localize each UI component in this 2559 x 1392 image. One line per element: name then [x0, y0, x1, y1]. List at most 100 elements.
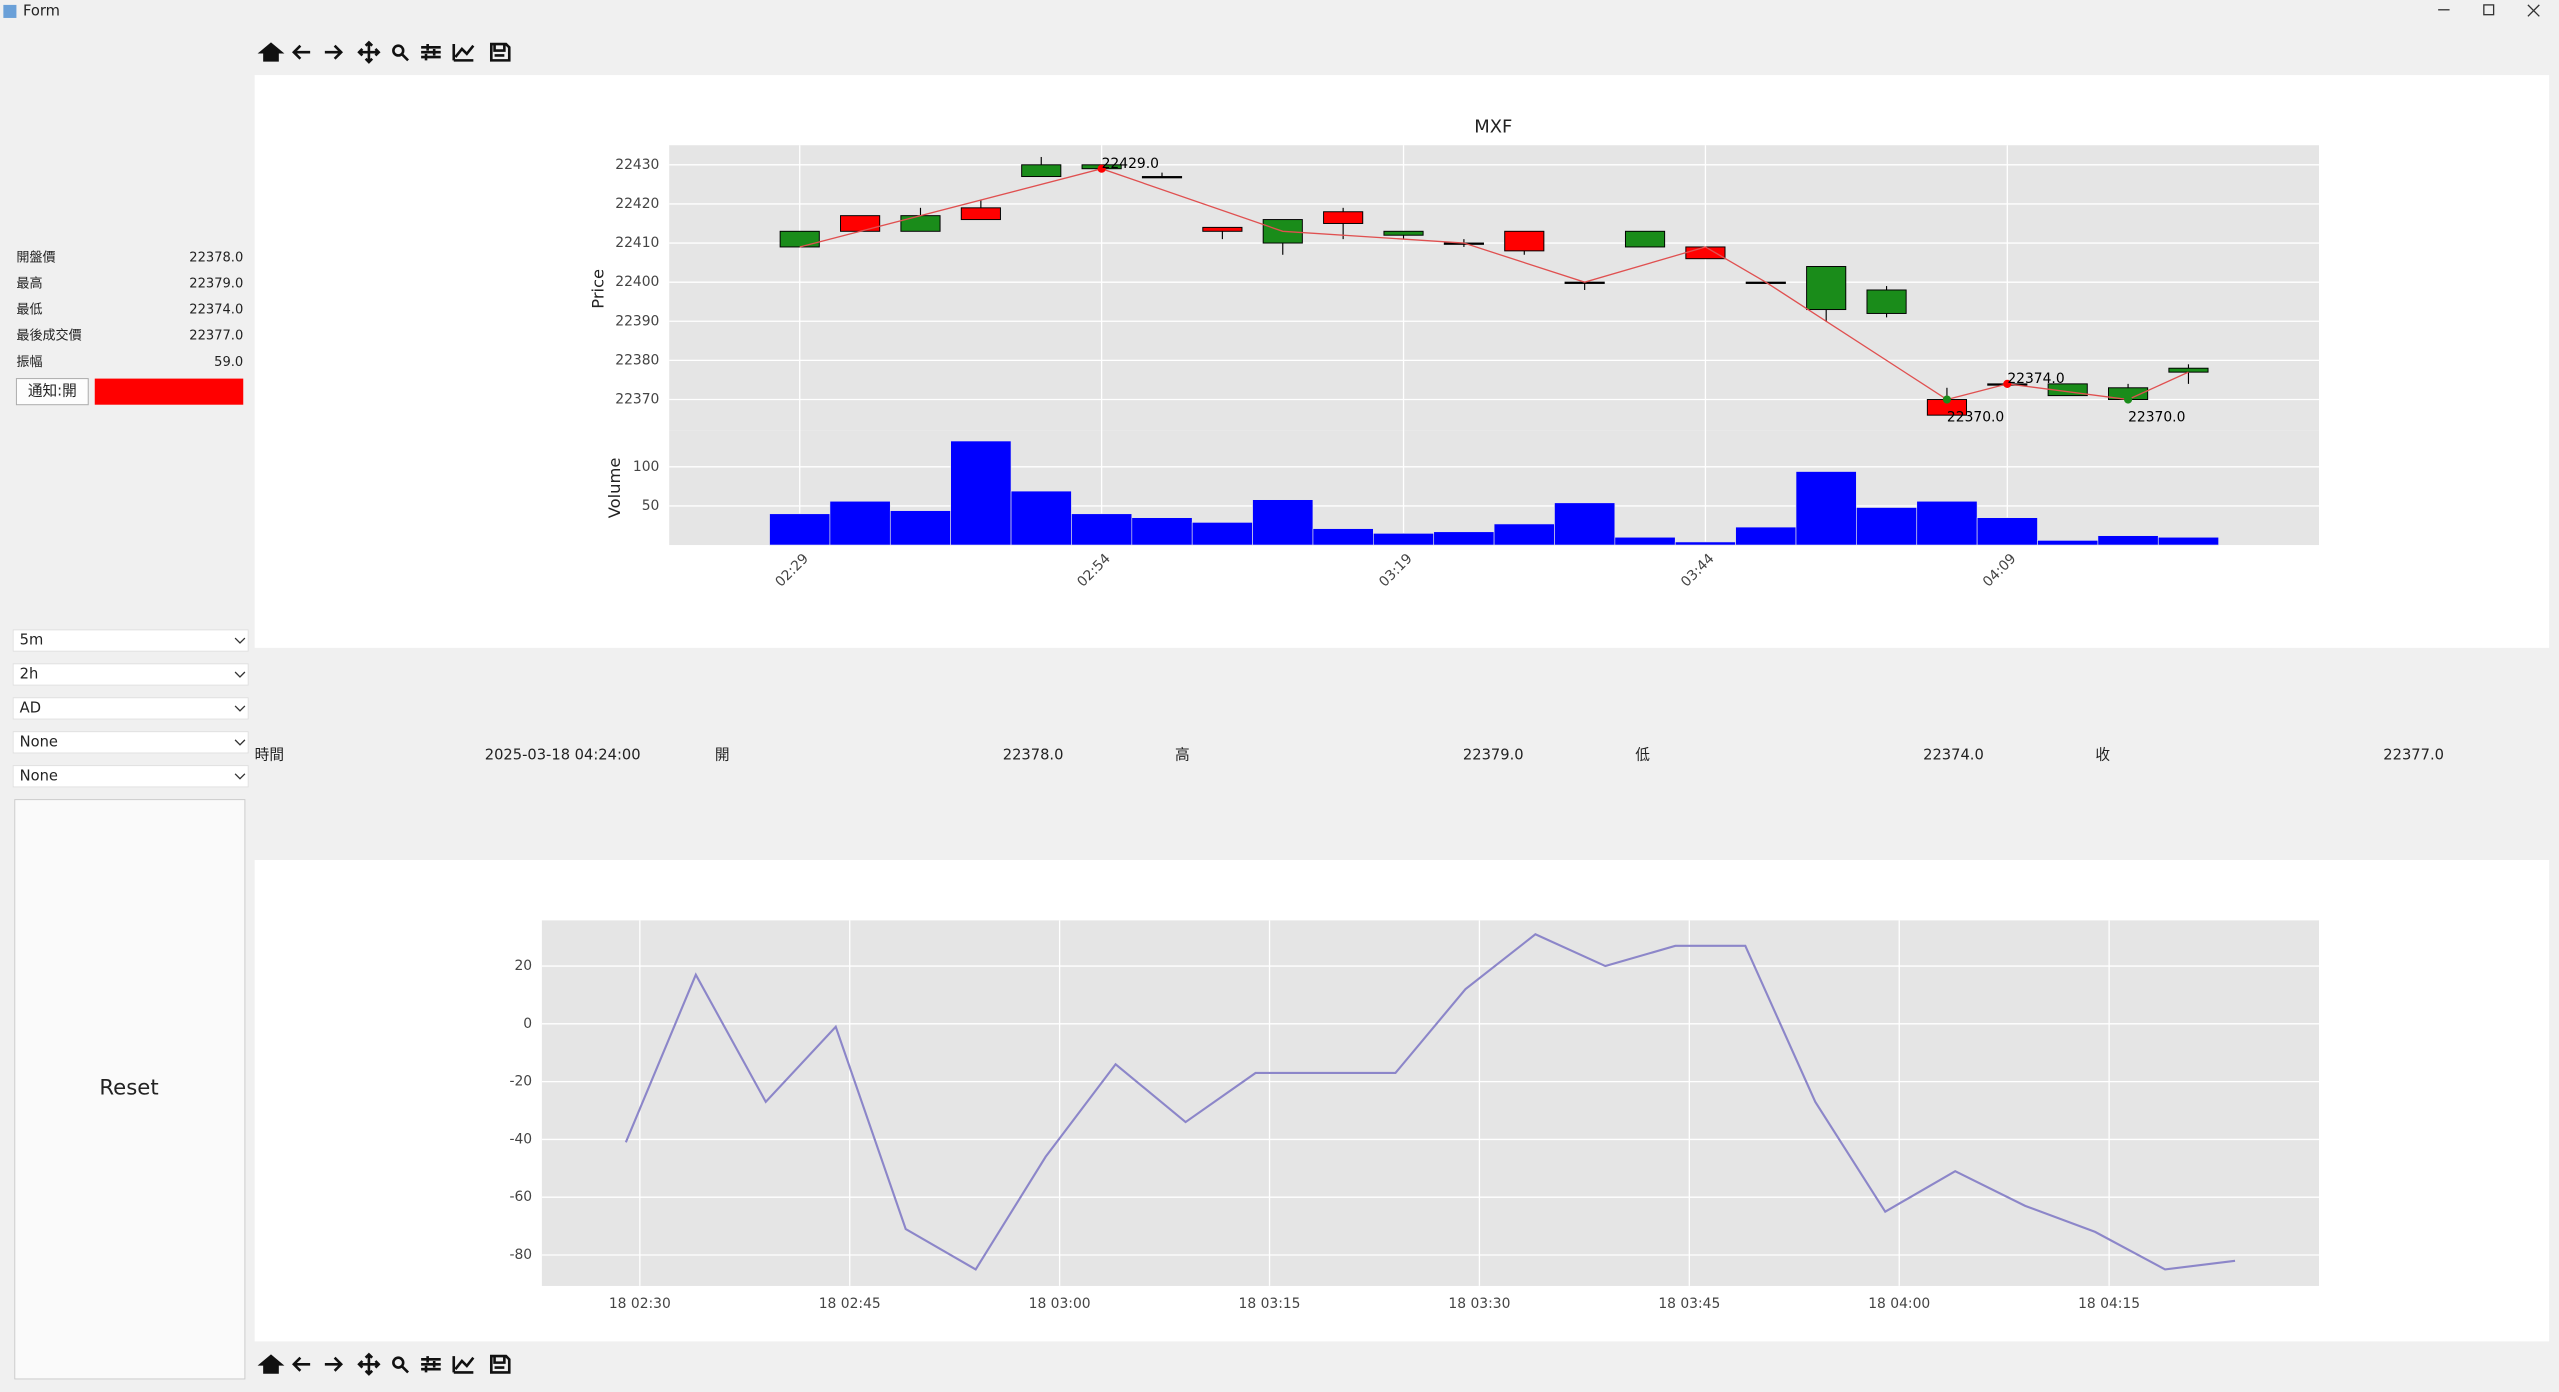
dropdown-value[interactable]: None: [20, 767, 58, 784]
annotation-label: 22374.0: [2007, 371, 2064, 387]
window-controls[interactable]: [2438, 4, 2540, 17]
quote-value: 59.0: [214, 355, 243, 370]
toolbar: [257, 40, 511, 64]
candle-body: [960, 207, 1001, 221]
dropdown-value[interactable]: 5m: [20, 632, 44, 649]
dropdown-value[interactable]: None: [20, 733, 58, 750]
toolbar-button[interactable]: [357, 1352, 381, 1376]
dropdown-arrow[interactable]: [234, 773, 246, 780]
toolbar-icon[interactable]: [291, 44, 311, 60]
dropdown-value[interactable]: 2h: [20, 665, 39, 682]
y-tick-label: 0: [523, 1016, 532, 1032]
volume-bar: [1493, 523, 1555, 546]
toolbar-button[interactable]: [421, 44, 441, 61]
chart-title: MXF: [1474, 116, 1512, 137]
volume-bar: [2157, 536, 2219, 546]
y-tick-label: -20: [509, 1074, 532, 1090]
dropdown-box[interactable]: [12, 629, 249, 652]
candle-body: [1504, 230, 1545, 252]
y-axis-label: Price: [589, 269, 608, 309]
notify-button[interactable]: [15, 378, 89, 406]
candle-body: [1202, 226, 1243, 232]
price-line: [799, 168, 2189, 401]
toolbar-button[interactable]: [452, 1356, 475, 1374]
dropdown-box[interactable]: [12, 663, 249, 686]
x-tick-label: 18 02:45: [819, 1296, 881, 1312]
toolbar-button[interactable]: [324, 1356, 344, 1372]
toolbar-icon[interactable]: [489, 42, 511, 62]
plot-area: [541, 920, 2320, 1286]
toolbar-button[interactable]: [257, 42, 285, 62]
dropdown[interactable]: None: [12, 765, 249, 788]
volume-bar: [1916, 500, 1978, 546]
x-tick-label: 18 02:30: [609, 1296, 671, 1312]
y-tick-label: 22400: [615, 274, 659, 290]
dropdown-box[interactable]: [12, 731, 249, 754]
toolbar-icon[interactable]: [452, 44, 475, 62]
toolbar-icon[interactable]: [291, 1356, 311, 1372]
volume-bar: [1735, 526, 1797, 546]
toolbar-icon[interactable]: [357, 40, 381, 64]
content: 開盤價 22378.0 最高 22379.0 最低 22374.0 最後成交價 22377.0…: [12, 116, 2444, 1312]
toolbar-button[interactable]: [392, 1356, 409, 1374]
volume-bar: [1795, 471, 1857, 546]
toolbar-button[interactable]: [392, 44, 409, 62]
reset-button-label[interactable]: Reset: [99, 1075, 158, 1100]
info-label: 高: [1175, 747, 1190, 764]
dropdown-arrow[interactable]: [234, 637, 246, 644]
toolbar-icon[interactable]: [489, 1354, 511, 1374]
y-tick-label: 20: [514, 958, 532, 974]
y-tick-label: 22380: [615, 352, 659, 368]
close[interactable]: [2527, 4, 2540, 17]
toolbar-icon[interactable]: [392, 1356, 409, 1374]
toolbar-icon[interactable]: [452, 1356, 475, 1374]
y-tick-label: 22430: [615, 157, 659, 173]
toolbar-button[interactable]: [489, 1354, 511, 1374]
volume-bar: [1433, 531, 1495, 546]
volume-bar: [1191, 522, 1253, 546]
toolbar-icon[interactable]: [421, 44, 441, 61]
maximize[interactable]: [2483, 4, 2495, 16]
info-value: 22377.0: [2383, 747, 2444, 764]
dropdown-box[interactable]: [12, 765, 249, 788]
toolbar-icon[interactable]: [324, 44, 344, 60]
y-tick-label: 100: [633, 459, 659, 475]
toolbar-button[interactable]: [291, 44, 311, 60]
dropdown-value[interactable]: AD: [20, 699, 41, 716]
toolbar-button[interactable]: [452, 44, 475, 62]
toolbar-button[interactable]: [257, 1354, 285, 1374]
dropdown[interactable]: 2h: [12, 663, 249, 686]
candle-body: [840, 215, 881, 232]
candle-body: [779, 230, 820, 248]
toolbar-icon[interactable]: [257, 42, 285, 62]
dropdown[interactable]: None: [12, 731, 249, 754]
y-tick-label: 22410: [615, 235, 659, 251]
toolbar-icon[interactable]: [324, 1356, 344, 1372]
y-tick-label: -80: [509, 1247, 532, 1263]
toolbar-icon[interactable]: [421, 1356, 441, 1373]
dropdown[interactable]: AD: [12, 697, 249, 720]
quote-value: 22379.0: [189, 276, 243, 291]
dropdown-arrow[interactable]: [234, 739, 246, 746]
dropdown-arrow[interactable]: [234, 671, 246, 678]
toolbar-icon[interactable]: [392, 44, 409, 62]
notify-button-label[interactable]: 通知:開: [28, 383, 77, 400]
y-axis-label: Volume: [605, 458, 624, 519]
toolbar-button[interactable]: [357, 40, 381, 64]
reset-button[interactable]: [14, 799, 246, 1380]
toolbar-button[interactable]: [324, 44, 344, 60]
dropdown[interactable]: 5m: [12, 629, 249, 652]
quote-value: 22378.0: [189, 250, 243, 265]
toolbar-icon[interactable]: [357, 1352, 381, 1376]
volume-bar: [769, 513, 831, 546]
toolbar-icon[interactable]: [257, 1354, 285, 1374]
dropdown-arrow[interactable]: [234, 705, 246, 712]
toolbar-button[interactable]: [489, 42, 511, 62]
info-label: 低: [1635, 747, 1650, 764]
info-value: 22378.0: [1003, 747, 1064, 764]
toolbar-button[interactable]: [291, 1356, 311, 1372]
candle-body: [1383, 230, 1424, 236]
toolbar-button[interactable]: [421, 1356, 441, 1373]
dropdown-box[interactable]: [12, 697, 249, 720]
